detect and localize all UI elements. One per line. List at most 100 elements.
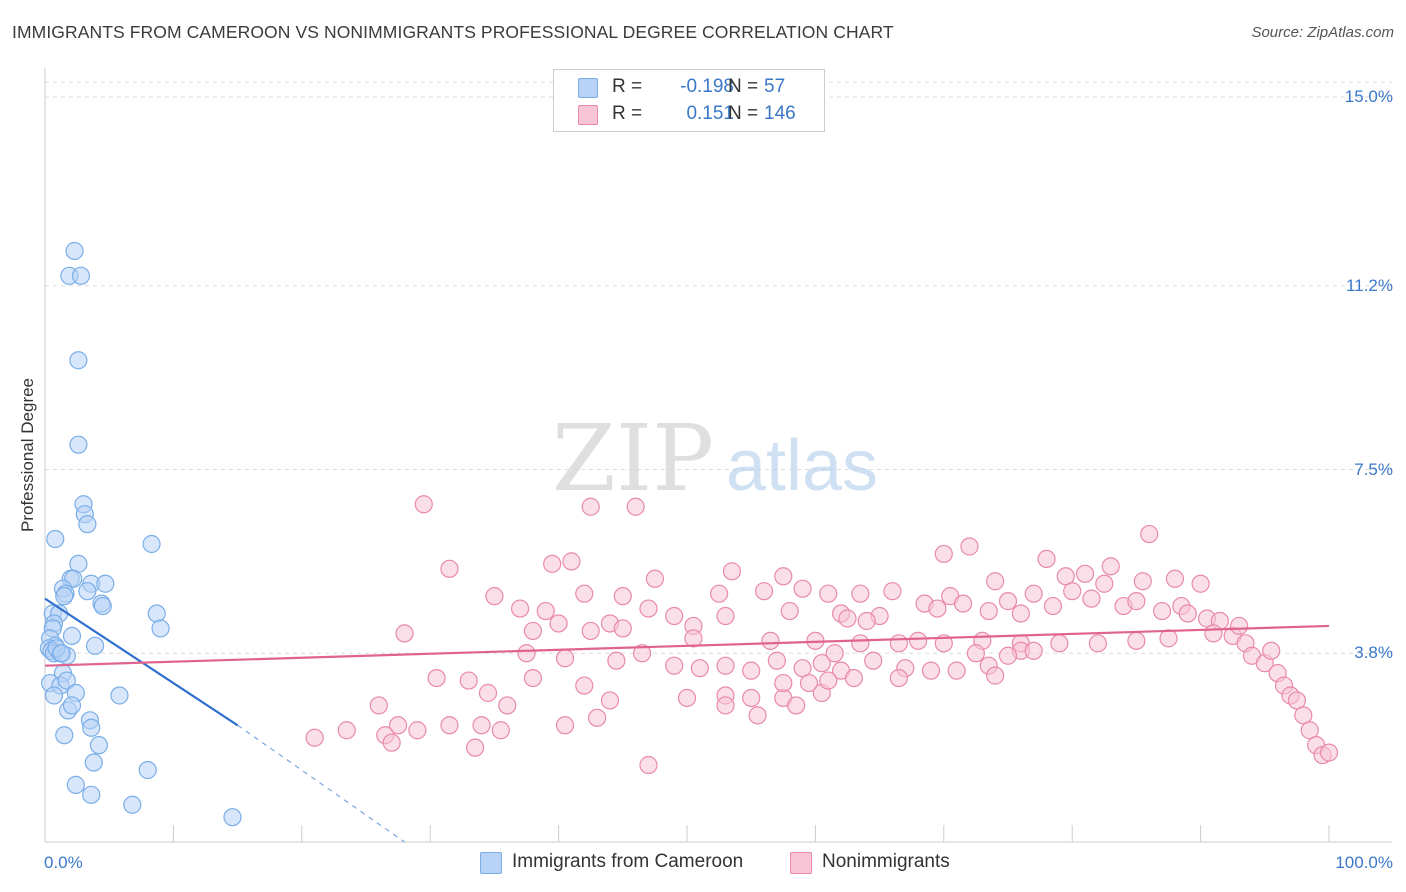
data-point <box>851 634 870 653</box>
data-point <box>536 601 555 621</box>
data-point <box>510 599 530 618</box>
data-point <box>66 775 85 794</box>
data-point <box>1140 524 1159 544</box>
source-attribution: Source: ZipAtlas.com <box>1251 24 1394 41</box>
data-point <box>382 733 401 752</box>
data-point <box>1133 572 1152 591</box>
data-point <box>613 619 632 638</box>
data-point <box>96 574 115 593</box>
data-point <box>1178 604 1197 623</box>
data-point <box>1024 584 1043 603</box>
data-point <box>581 497 600 516</box>
legend-r-value: 0.151 <box>686 103 734 124</box>
data-point <box>84 753 103 772</box>
data-point <box>440 716 459 735</box>
data-point <box>555 716 575 735</box>
data-point <box>123 795 142 814</box>
data-point <box>1043 596 1063 616</box>
legend-n-value: 146 <box>764 103 796 124</box>
data-point <box>754 582 774 601</box>
chart-title: IMMIGRANTS FROM CAMEROON VS NONIMMIGRANT… <box>12 22 894 42</box>
legend-swatch-pink <box>790 852 812 874</box>
data-point <box>369 696 388 715</box>
data-point <box>793 579 812 598</box>
data-point <box>722 562 742 581</box>
data-point <box>986 572 1005 591</box>
data-point <box>459 671 478 690</box>
data-point <box>82 718 101 737</box>
data-point <box>1037 549 1056 569</box>
data-point <box>1075 564 1095 583</box>
data-point <box>408 721 427 740</box>
data-point <box>819 584 838 603</box>
x-tick-label-min: 0.0% <box>44 853 83 872</box>
data-point <box>110 686 129 705</box>
watermark: ZIP atlas <box>552 405 878 512</box>
y-tick-label: 15.0% <box>1344 87 1393 106</box>
data-point <box>1319 743 1339 762</box>
data-point <box>581 621 600 641</box>
data-point <box>414 495 433 514</box>
axes <box>44 68 1392 843</box>
data-point <box>82 785 101 804</box>
legend-n-label: N = <box>728 76 759 97</box>
data-point <box>716 696 735 715</box>
legend-r-value: -0.198 <box>680 76 734 97</box>
data-point <box>65 241 84 261</box>
data-point <box>305 728 324 747</box>
grid-lines <box>45 81 1392 654</box>
trend-lines <box>44 597 1330 843</box>
data-point <box>819 671 838 690</box>
data-point <box>337 721 356 740</box>
data-point <box>89 736 109 755</box>
data-point <box>78 582 97 601</box>
data-point <box>93 596 112 616</box>
legend-swatch-pink <box>578 105 598 125</box>
data-point <box>665 656 684 675</box>
y-tick-label: 3.8% <box>1354 643 1393 663</box>
data-point <box>742 688 761 708</box>
data-point <box>466 738 485 757</box>
data-point <box>575 676 594 695</box>
legend-label: Immigrants from Cameroon <box>512 851 744 872</box>
data-point <box>979 601 998 621</box>
data-point <box>223 808 242 827</box>
data-point <box>767 651 786 670</box>
data-point <box>142 534 161 554</box>
data-point <box>57 671 76 690</box>
data-point <box>851 584 870 603</box>
data-point <box>46 529 65 549</box>
data-point <box>864 651 883 670</box>
y-axis-label: Professional Degree <box>18 377 37 533</box>
data-point <box>1191 574 1210 593</box>
data-point <box>1011 604 1030 623</box>
data-point <box>588 708 607 727</box>
data-point <box>953 594 973 613</box>
legend-r-label: R = <box>612 76 643 97</box>
data-point <box>966 644 986 663</box>
data-point <box>1095 574 1114 593</box>
data-point <box>883 582 902 601</box>
data-point <box>1024 641 1043 660</box>
data-point <box>748 706 767 725</box>
data-point <box>440 559 459 578</box>
data-point <box>677 688 697 708</box>
data-point <box>690 659 709 678</box>
data-point <box>138 760 157 780</box>
data-point <box>1088 634 1107 653</box>
data-point <box>562 552 581 571</box>
data-point <box>555 649 575 668</box>
data-point <box>825 644 844 663</box>
data-point <box>1050 634 1069 653</box>
data-point <box>1082 589 1101 608</box>
data-point <box>69 351 88 370</box>
data-point <box>600 691 620 710</box>
data-point <box>998 592 1018 611</box>
data-point <box>52 644 71 663</box>
data-point <box>69 435 88 454</box>
data-point <box>389 716 408 735</box>
data-point <box>1101 557 1120 576</box>
data-point <box>645 569 665 588</box>
cameroon-series <box>39 241 242 827</box>
data-point <box>947 661 966 680</box>
